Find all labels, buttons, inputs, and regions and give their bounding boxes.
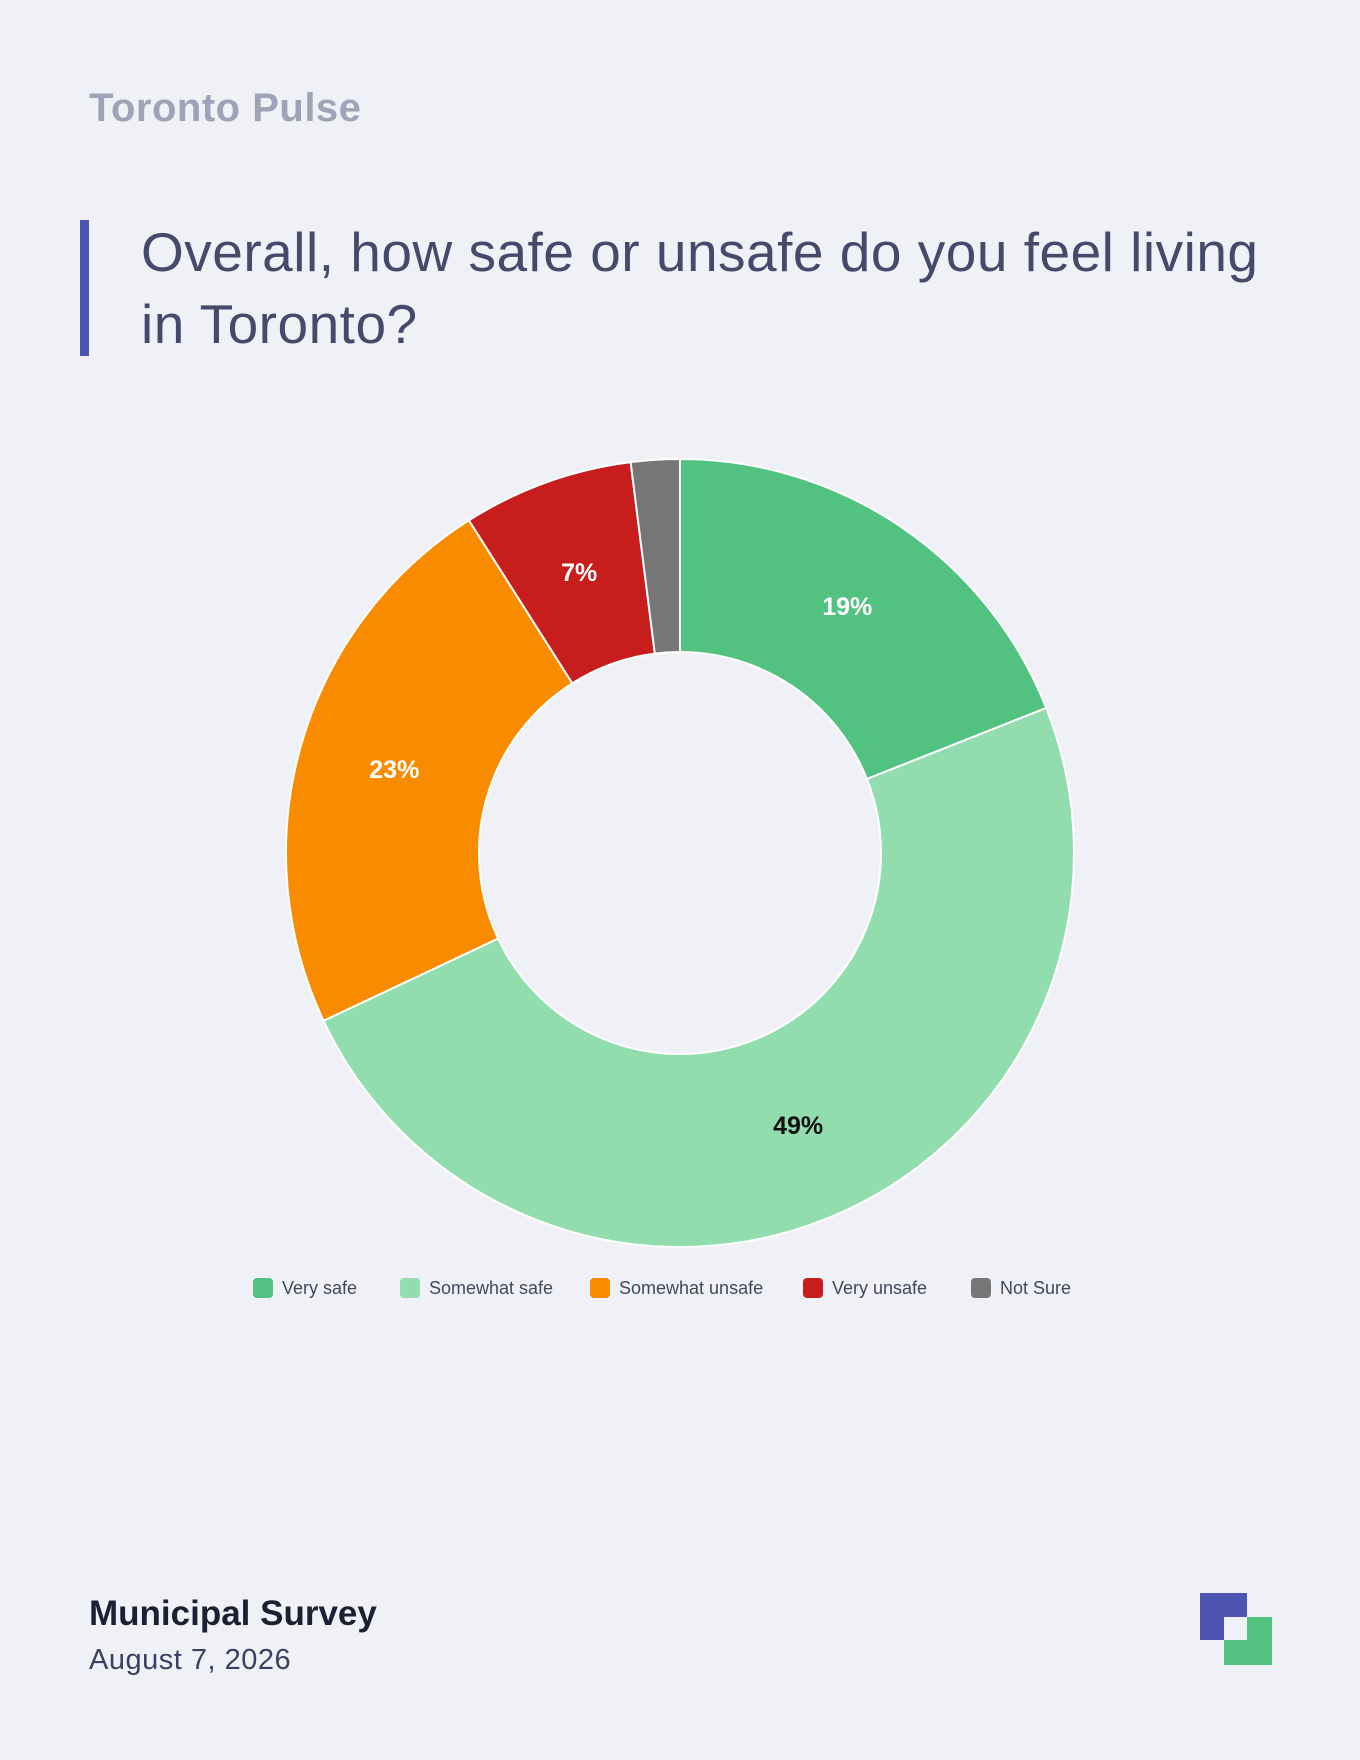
data-label-somewhat-unsafe: 23% bbox=[369, 756, 419, 784]
footer-title: Municipal Survey bbox=[89, 1594, 377, 1633]
slice-not-sure bbox=[629, 457, 681, 655]
data-label-very-safe: 19% bbox=[822, 593, 872, 621]
legend-swatch bbox=[253, 1278, 273, 1298]
slice-very-safe bbox=[679, 457, 1048, 781]
legend-item-somewhat-unsafe: Somewhat unsafe bbox=[590, 1276, 763, 1300]
data-label-very-unsafe: 7% bbox=[561, 559, 597, 587]
legend-label: Very safe bbox=[282, 1277, 358, 1298]
legend-label: Somewhat unsafe bbox=[619, 1277, 764, 1298]
labels-group: 19% 49% 23% 7% bbox=[369, 559, 872, 1140]
legend: Very safe Somewhat safe Somewhat unsafe Ver… bbox=[0, 1276, 1360, 1306]
footer-date: August 7, 2026 bbox=[89, 1644, 292, 1676]
legend-swatch bbox=[803, 1278, 823, 1298]
legend-label: Very unsafe bbox=[832, 1277, 928, 1298]
chart-title: Overall, how safe or unsafe do you feel … bbox=[141, 221, 1259, 355]
title-accent-bar bbox=[80, 220, 89, 356]
brand-name: Toronto Pulse bbox=[89, 86, 362, 130]
legend-item-very-safe: Very safe bbox=[253, 1276, 357, 1300]
slice-somewhat-safe bbox=[322, 706, 1075, 1248]
legend-swatch bbox=[971, 1278, 991, 1298]
slices-group bbox=[285, 457, 1075, 1248]
legend-label: Somewhat safe bbox=[429, 1277, 554, 1298]
legend-swatch bbox=[590, 1278, 610, 1298]
legend-swatch bbox=[400, 1278, 420, 1298]
stacked-squares-logo-icon bbox=[1200, 1593, 1272, 1665]
legend-item-very-unsafe: Very unsafe bbox=[803, 1276, 927, 1300]
legend-item-somewhat-safe: Somewhat safe bbox=[400, 1276, 553, 1300]
slice-somewhat-unsafe bbox=[285, 518, 574, 1023]
legend-label: Not Sure bbox=[1000, 1277, 1072, 1298]
legend-item-not-sure: Not Sure bbox=[971, 1276, 1071, 1300]
data-label-somewhat-safe: 49% bbox=[773, 1112, 823, 1140]
logo-square-overlap bbox=[1224, 1617, 1247, 1640]
